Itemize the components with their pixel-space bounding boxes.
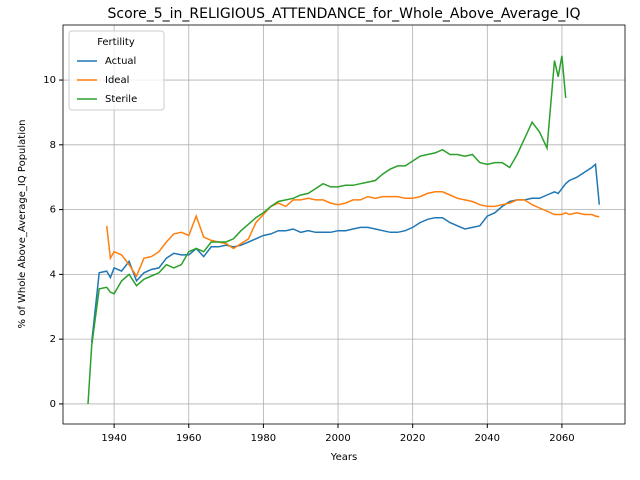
- x-tick-label: 1980: [251, 433, 276, 444]
- legend-title: Fertility: [97, 37, 135, 48]
- legend: Fertility Actual Ideal Sterile: [68, 30, 165, 111]
- x-tick-label: 1960: [176, 433, 201, 444]
- legend-box: [68, 30, 165, 111]
- y-tick-label: 10: [43, 75, 56, 86]
- x-tick-label: 2020: [400, 433, 425, 444]
- y-tick-label: 8: [50, 140, 56, 151]
- line-series: [105, 191, 600, 278]
- line-series: [87, 55, 567, 404]
- legend-label: Sterile: [105, 94, 137, 105]
- y-tick-label: 2: [50, 334, 56, 345]
- y-tick-label: 4: [50, 269, 56, 280]
- legend-label: Actual: [105, 56, 136, 67]
- x-tick-label: 2060: [549, 433, 574, 444]
- line-series: [90, 162, 601, 343]
- y-tick-label: 6: [50, 205, 56, 216]
- x-tick-label: 1940: [101, 433, 126, 444]
- x-tick-label: 2040: [475, 433, 500, 444]
- chart-title: Score_5_in_RELIGIOUS_ATTENDANCE_for_Whol…: [108, 6, 581, 22]
- x-tick-label: 2000: [325, 433, 350, 444]
- x-axis-label: Years: [330, 452, 357, 463]
- y-tick-label: 0: [50, 399, 56, 410]
- plot-frame: [62, 24, 626, 425]
- y-axis-label: % of Whole Above_Average_IQ Population: [17, 120, 28, 329]
- legend-label: Ideal: [105, 75, 129, 86]
